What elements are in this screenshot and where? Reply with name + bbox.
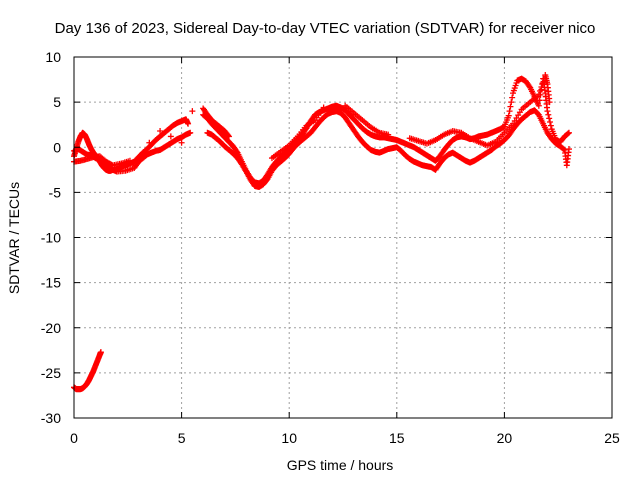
- data-point: [565, 146, 572, 153]
- data-point: [535, 102, 542, 109]
- data-point: [535, 91, 542, 98]
- data-point: [506, 108, 513, 115]
- x-axis-title: GPS time / hours: [287, 457, 394, 473]
- y-tick-label: -20: [41, 320, 61, 336]
- data-point: [189, 108, 196, 115]
- x-tick-label: 10: [281, 430, 297, 446]
- data-point: [547, 122, 554, 129]
- data-point: [505, 112, 512, 119]
- data-point: [233, 148, 240, 155]
- data-point: [146, 139, 153, 146]
- data-point: [185, 120, 192, 127]
- data-point: [167, 133, 174, 140]
- data-point: [565, 129, 572, 136]
- data-point: [526, 83, 533, 90]
- data-point: [508, 99, 515, 106]
- y-tick-label: -5: [49, 184, 62, 200]
- data-point: [545, 111, 552, 118]
- data-point: [320, 104, 327, 111]
- x-tick-label: 25: [604, 430, 620, 446]
- data-point: [546, 115, 553, 122]
- chart-title: Day 136 of 2023, Sidereal Day-to-day VTE…: [55, 20, 596, 37]
- data-point: [178, 139, 185, 146]
- data-point: [187, 129, 194, 136]
- data-point: [565, 130, 572, 137]
- y-axis-ticks: -30 -25 -20 -15 -10 -5 0 5 10: [41, 49, 612, 426]
- data-point: [507, 103, 514, 110]
- data-point: [539, 79, 546, 86]
- y-tick-label: -25: [41, 365, 61, 381]
- y-axis-title: SDTVAR / TECUs: [6, 182, 22, 294]
- grid-lines: [74, 57, 612, 418]
- x-tick-label: 20: [497, 430, 513, 446]
- data-point: [225, 133, 232, 140]
- data-point: [509, 94, 516, 101]
- data-point: [536, 97, 543, 104]
- y-tick-label: 10: [45, 49, 61, 65]
- data-point: [546, 99, 553, 106]
- y-tick-label: -30: [41, 410, 61, 426]
- data-points: [71, 72, 572, 393]
- data-point: [537, 87, 544, 94]
- y-tick-label: -10: [41, 230, 61, 246]
- x-tick-label: 5: [178, 430, 186, 446]
- x-tick-label: 0: [70, 430, 78, 446]
- y-tick-label: -15: [41, 275, 61, 291]
- x-tick-label: 15: [389, 430, 405, 446]
- data-point: [225, 132, 232, 139]
- data-point: [560, 146, 567, 153]
- y-tick-label: 5: [53, 94, 61, 110]
- data-point: [544, 108, 551, 115]
- data-point: [385, 131, 392, 138]
- data-point: [547, 118, 554, 125]
- x-axis-ticks: 0 5 10 15 20 25: [70, 57, 620, 446]
- data-point: [97, 349, 104, 356]
- data-point: [157, 128, 164, 135]
- data-point: [538, 83, 545, 90]
- y-tick-label: 0: [53, 139, 61, 155]
- data-point: [126, 157, 133, 164]
